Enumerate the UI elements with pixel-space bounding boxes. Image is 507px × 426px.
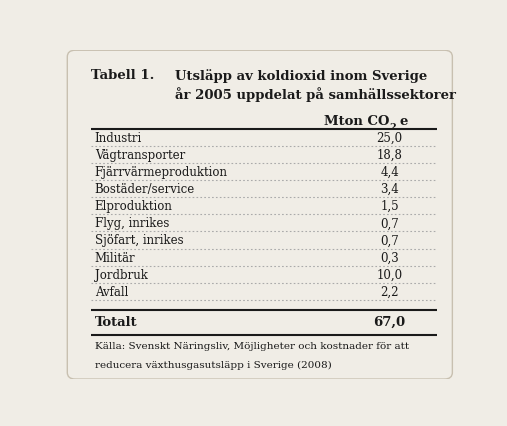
Text: Utsläpp av koldioxid inom Sverige: Utsläpp av koldioxid inom Sverige	[175, 69, 427, 83]
Text: 3,4: 3,4	[380, 183, 399, 196]
Text: Flyg, inrikes: Flyg, inrikes	[95, 217, 169, 230]
Text: Vägtransporter: Vägtransporter	[95, 149, 185, 161]
Text: 1,5: 1,5	[380, 200, 399, 213]
Text: Elproduktion: Elproduktion	[95, 200, 173, 213]
Text: Bostäder/service: Bostäder/service	[95, 183, 195, 196]
Text: Fjärrvärmeproduktion: Fjärrvärmeproduktion	[95, 166, 228, 178]
Text: 0,7: 0,7	[380, 234, 399, 247]
Text: Militär: Militär	[95, 251, 135, 264]
Text: 2: 2	[389, 122, 396, 131]
Text: 25,0: 25,0	[376, 132, 403, 144]
Text: Jordbruk: Jordbruk	[95, 268, 148, 281]
Text: Mton CO: Mton CO	[324, 115, 389, 128]
Text: 0,7: 0,7	[380, 217, 399, 230]
Text: Tabell 1.: Tabell 1.	[91, 69, 154, 82]
Text: reducera växthusgasutsläpp i Sverige (2008): reducera växthusgasutsläpp i Sverige (20…	[95, 360, 332, 369]
Text: 4,4: 4,4	[380, 166, 399, 178]
Text: Totalt: Totalt	[95, 315, 137, 328]
Text: Källa: Svenskt Näringsliv, Möjligheter och kostnader för att: Källa: Svenskt Näringsliv, Möjligheter o…	[95, 341, 409, 351]
Text: 10,0: 10,0	[376, 268, 403, 281]
Text: Sjöfart, inrikes: Sjöfart, inrikes	[95, 234, 184, 247]
Text: 18,8: 18,8	[377, 149, 403, 161]
Text: år 2005 uppdelat på samhällssektorer: år 2005 uppdelat på samhällssektorer	[175, 87, 456, 102]
Text: Industri: Industri	[95, 132, 142, 144]
Text: 67,0: 67,0	[374, 315, 406, 328]
FancyBboxPatch shape	[67, 51, 452, 379]
Text: Avfall: Avfall	[95, 285, 128, 298]
Text: 0,3: 0,3	[380, 251, 399, 264]
Text: 2,2: 2,2	[380, 285, 399, 298]
Text: e: e	[400, 115, 408, 128]
